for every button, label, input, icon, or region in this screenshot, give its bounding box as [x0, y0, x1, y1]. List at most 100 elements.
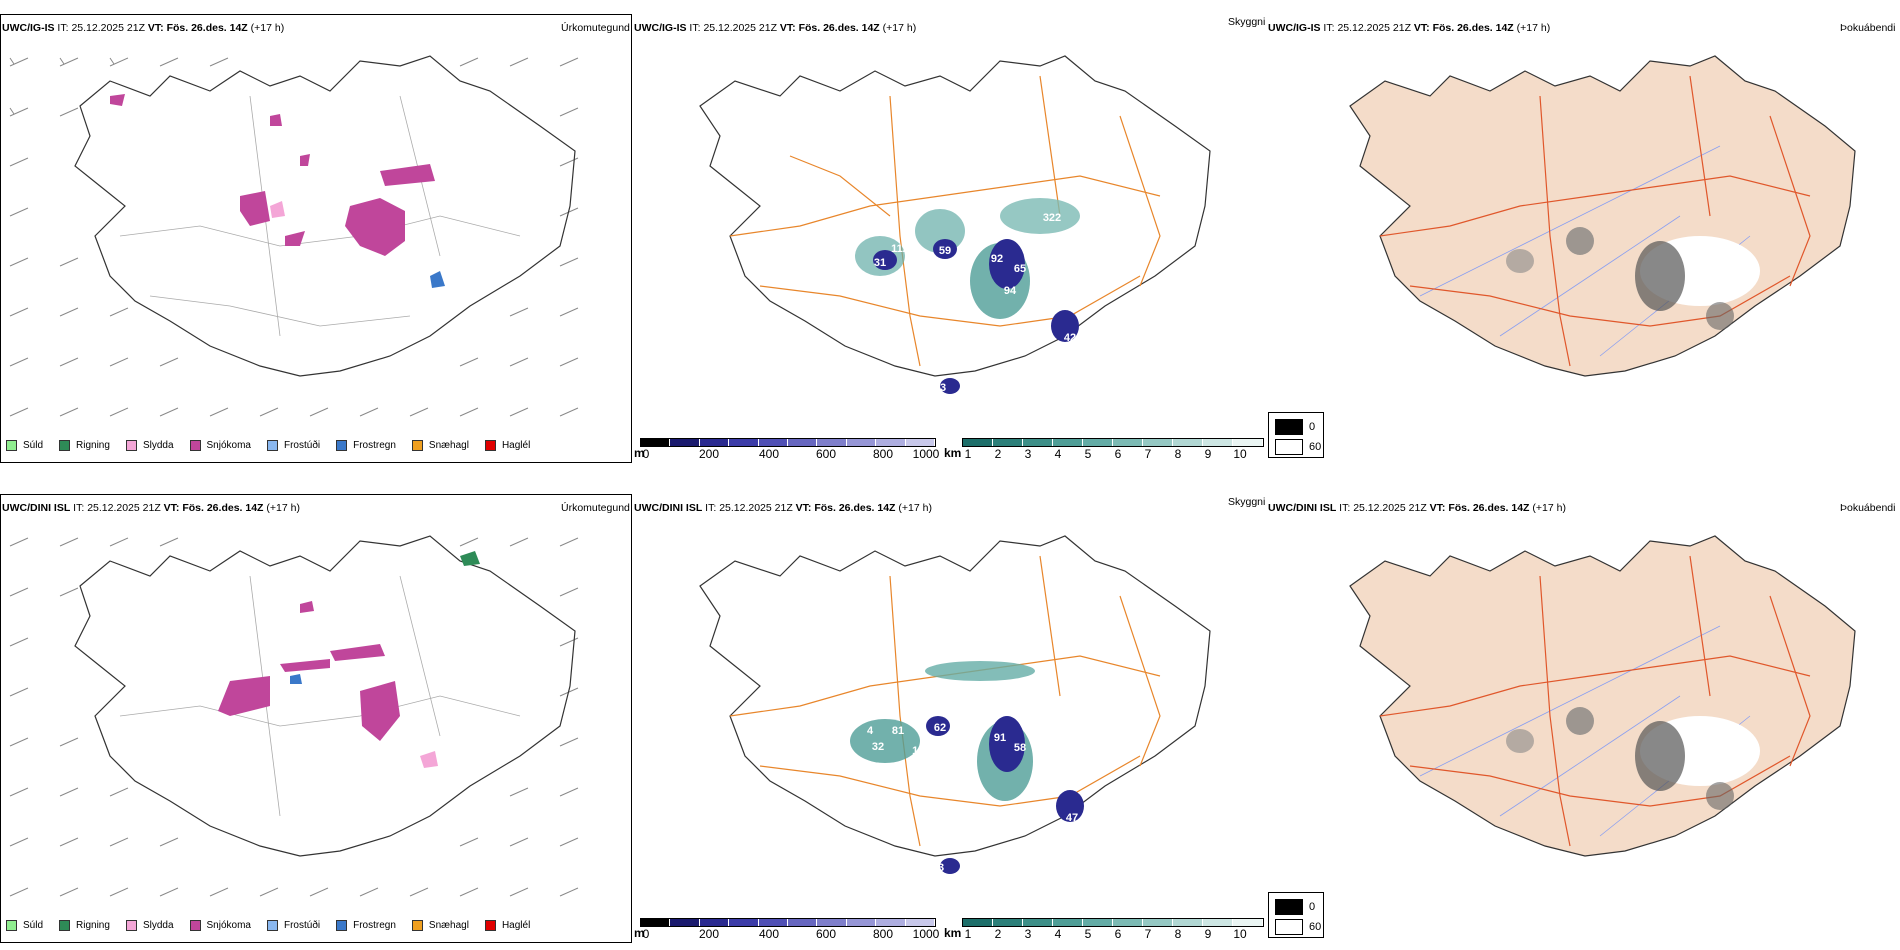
vis-bin: [993, 919, 1023, 926]
vis-bin: [1203, 439, 1233, 446]
skyggni-label: 7: [923, 273, 929, 285]
skyggni-label: 47: [1066, 812, 1078, 824]
vis-bin: [1053, 439, 1083, 446]
height-bin: [699, 439, 730, 446]
legend-swatch: [336, 920, 348, 931]
wind-barbs: [9, 57, 579, 417]
lead-time: (+17 h): [898, 502, 932, 514]
lead-time: (+17 h): [250, 22, 285, 34]
legend-label: Rigning: [76, 920, 110, 931]
tick-label: 1000: [912, 927, 940, 941]
vis-unit: km: [944, 926, 962, 940]
legend-swatch: [266, 920, 278, 931]
vt-value: Fös. 26.des. 14Z: [1448, 502, 1530, 514]
vt-label: VT:: [1413, 22, 1430, 34]
vis-bin: [1113, 919, 1143, 926]
vt-label: VT:: [1429, 502, 1446, 514]
it-label: IT:: [689, 22, 701, 34]
vis-bin: [993, 439, 1023, 446]
height-bin: [817, 919, 847, 926]
tick-label: 0: [642, 927, 650, 941]
visibility-map: 81 62 32 11 91 58 47 63 13 4: [699, 535, 1211, 877]
precip-map-header: UWC/IG-IS IT: 25.12.2025 21Z VT: Fös. 26…: [2, 22, 284, 34]
it-label: IT:: [1339, 502, 1351, 514]
model-name: UWC/DINI ISL: [2, 502, 71, 514]
vis-bin: [1053, 919, 1083, 926]
tick-label: 7: [1144, 927, 1152, 941]
model-name: UWC/DINI ISL: [1268, 502, 1337, 514]
legend-label: Snjókoma: [206, 920, 251, 931]
wind-barbs: [9, 537, 579, 897]
vt-value: Fös. 26.des. 14Z: [182, 502, 264, 514]
it-value: 25.12.2025 21Z: [71, 22, 145, 34]
tick-label: 400: [758, 447, 780, 461]
legend-item: Snæhagl: [411, 440, 469, 451]
tick-label: 5: [1084, 927, 1092, 941]
legend-swatch: [59, 440, 71, 451]
vis-bin: [1143, 439, 1173, 446]
vis-bin: [1083, 439, 1113, 446]
lead-time: (+17 h): [1532, 502, 1566, 514]
fog-label-high: 60: [1309, 441, 1322, 453]
visibility-panel-title: Skyggni: [1228, 16, 1266, 28]
tick-label: 0: [642, 447, 650, 461]
precip-map: [9, 535, 579, 897]
legend-label: Frostregn: [353, 920, 396, 931]
vis-bin: [1233, 919, 1263, 926]
fog-legend: 0 60: [1268, 412, 1324, 458]
skyggni-label: 91: [994, 732, 1006, 744]
legend-label: Frostúði: [283, 920, 321, 931]
tick-label: 6: [1114, 447, 1122, 461]
vt-value: Fös. 26.des. 14Z: [166, 22, 248, 34]
legend-label: Slydda: [142, 440, 174, 451]
precip-map-frame: [0, 494, 632, 943]
precip-legend: Súld Rigning Slydda Snjókoma Frostúði Fr…: [6, 920, 546, 931]
it-value: 25.12.2025 21Z: [703, 22, 777, 34]
legend-label: Snjókoma: [206, 440, 251, 451]
legend-item: Snæhagl: [411, 920, 469, 931]
legend-swatch: [125, 920, 137, 931]
it-value: 25.12.2025 21Z: [719, 502, 793, 514]
legend-item: Frostúði: [266, 920, 321, 931]
vis-bin: [1113, 439, 1143, 446]
legend-item: Frostregn: [336, 440, 396, 451]
skyggni-label: 32: [872, 741, 884, 753]
legend-item: Haglél: [484, 920, 530, 931]
iceland-outline: [74, 535, 576, 857]
it-label: IT:: [73, 502, 85, 514]
skyggni-label: 112: [891, 243, 909, 255]
it-label: IT:: [705, 502, 717, 514]
tick-label: 2: [994, 927, 1002, 941]
tick-label: 800: [872, 447, 894, 461]
skyggni-label: 10: [738, 113, 750, 125]
fog-swatch-white: [1275, 439, 1303, 455]
skyggni-label: 65: [1014, 263, 1026, 275]
height-bin: [788, 439, 818, 446]
legend-swatch: [411, 440, 423, 451]
iceland-outline: [74, 55, 576, 377]
visibility-terrain-areas: [926, 716, 1084, 874]
precip-panel-title: Úrkomutegund: [561, 22, 630, 34]
model-name: UWC/IG-IS: [2, 22, 55, 34]
it-value: 25.12.2025 21Z: [1353, 502, 1427, 514]
tick-label: 3: [1024, 927, 1032, 941]
tick-label: 2: [994, 447, 1002, 461]
legend-label: Snæhagl: [428, 920, 469, 931]
height-unit: m: [634, 926, 645, 940]
legend-item: Frostúði: [266, 440, 320, 451]
vis-bin: [1233, 439, 1263, 446]
skyggni-label: 42: [1064, 332, 1076, 344]
height-bin: [846, 919, 877, 926]
legend-label: Frostregn: [353, 440, 396, 451]
height-colorbar: [640, 438, 936, 447]
precip-snow-areas: [110, 94, 435, 256]
height-bin: [670, 439, 700, 446]
roads: [119, 95, 521, 337]
precip-other-areas: [290, 551, 480, 768]
vt-value: Fös. 26.des. 14Z: [814, 502, 896, 514]
tick-label: 600: [815, 927, 837, 941]
legend-label: Slydda: [142, 920, 174, 931]
skyggni-extra-label: 4: [867, 725, 874, 737]
vis-bin: [1023, 439, 1053, 446]
skyggni-extra-label: 1: [925, 382, 931, 394]
